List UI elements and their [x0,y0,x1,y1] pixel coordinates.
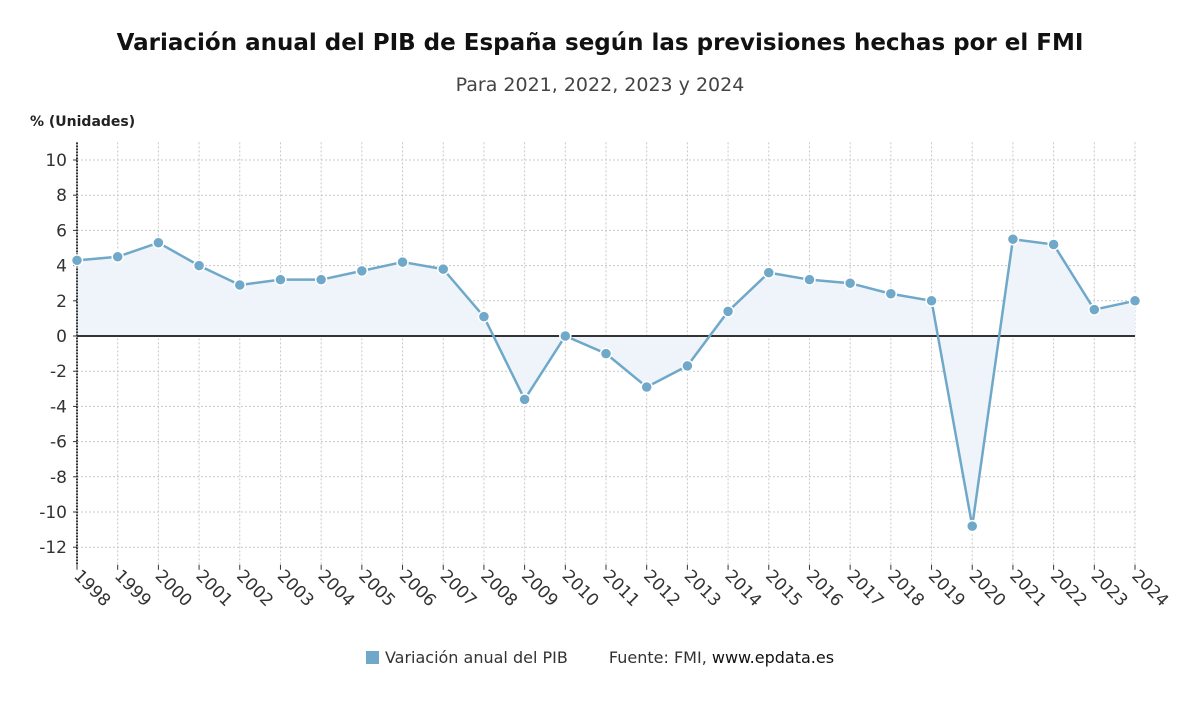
chart-subtitle: Para 2021, 2022, 2023 y 2024 [455,74,745,96]
data-point [559,329,572,343]
data-point [192,259,206,272]
legend: Variación anual del PIB Fuente: FMI, www… [0,648,1200,667]
y-tick-label: 0 [56,327,67,347]
x-tick-label: 2012 [639,566,684,611]
x-tick-label: 2009 [517,566,562,611]
data-point [274,273,287,286]
x-tick-label: 2014 [721,566,766,611]
data-point [477,310,491,323]
y-tick-label: 4 [56,257,67,277]
data-point [1088,303,1101,316]
data-point [843,276,857,290]
data-point [152,236,165,249]
data-point [314,273,328,286]
data-point [1006,232,1020,246]
y-tick-label: 2 [56,292,67,312]
chart-title: Variación anual del PIB de España según … [116,30,1084,56]
y-tick-label: 6 [56,221,67,241]
data-point [599,347,613,360]
source-label: Fuente: FMI, [608,648,707,667]
x-tick-label: 2000 [151,566,196,611]
x-tick-label: 2004 [314,566,359,611]
x-tick-label: 2002 [232,566,277,611]
data-point [640,380,653,394]
data-point [925,294,938,308]
x-tick-label: 2011 [598,566,643,611]
source-site: www.epdata.es [711,648,835,667]
data-point [396,255,409,269]
y-tick-label: 8 [56,186,67,206]
x-tick-label: 2016 [802,566,847,611]
x-tick-label: 2021 [1005,566,1050,611]
x-tick-label: 2015 [761,566,806,611]
x-tick-label: 2023 [1087,566,1132,611]
x-tick-label: 2007 [436,566,481,611]
data-point [436,262,450,276]
x-tick-label: 2013 [680,566,725,611]
x-tick-label: 1998 [69,566,114,611]
data-point [721,305,735,318]
y-tick-label: -10 [39,503,67,523]
x-tick-label: 2019 [924,566,969,611]
legend-swatch [365,651,379,664]
data-point [518,393,531,406]
x-tick-label: 1999 [110,566,155,611]
x-tick-label: 2022 [1046,566,1091,611]
data-point [884,287,898,301]
y-tick-label: -4 [50,397,67,417]
x-tick-label: 2018 [883,566,928,611]
data-point [681,359,694,373]
y-tick-label: -2 [50,362,67,382]
x-tick-label: 2005 [354,566,399,611]
y-tick-label: -8 [50,468,67,488]
x-tick-label: 2017 [843,566,888,611]
x-tick-label: 2024 [1127,566,1172,611]
x-tick-label: 2001 [192,566,237,611]
data-point [762,266,776,279]
y-tick-label: 10 [45,151,67,171]
data-point [803,273,816,286]
y-axis-label: % (Unidades) [30,114,136,130]
x-tick-label: 2008 [476,566,521,611]
y-tick-label: -12 [39,538,67,558]
x-tick-label: 2006 [395,566,440,611]
area-fill [77,239,1135,527]
data-point [1047,238,1060,251]
data-point [1128,294,1142,308]
legend-label: Variación anual del PIB [384,648,568,667]
data-point [111,250,124,264]
x-tick-label: 2020 [965,566,1010,611]
x-tick-label: 2010 [558,566,603,611]
data-point [965,519,979,533]
y-tick-label: -6 [50,433,67,453]
source-note: Fuente: FMI, www.epdata.es [609,648,834,667]
data-point [70,254,84,267]
x-tick-label: 2003 [273,566,318,611]
data-point [355,264,369,278]
data-point [233,278,247,292]
